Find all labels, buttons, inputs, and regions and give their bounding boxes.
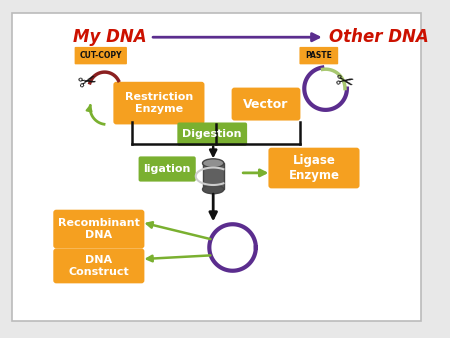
Text: Restriction
Enzyme: Restriction Enzyme [125, 92, 193, 114]
Text: Vector: Vector [243, 98, 288, 111]
Text: DNA
Construct: DNA Construct [68, 255, 129, 277]
Text: Digestion: Digestion [182, 129, 242, 139]
Text: ✂: ✂ [76, 71, 99, 95]
Text: ✂: ✂ [333, 71, 355, 94]
Text: CUT-COPY: CUT-COPY [80, 51, 122, 60]
FancyBboxPatch shape [113, 82, 204, 124]
FancyBboxPatch shape [269, 148, 360, 188]
FancyBboxPatch shape [75, 47, 127, 64]
Text: Ligase
Enzyme: Ligase Enzyme [288, 154, 339, 182]
FancyBboxPatch shape [232, 88, 301, 121]
Text: My DNA: My DNA [73, 28, 146, 46]
FancyBboxPatch shape [177, 122, 247, 146]
FancyBboxPatch shape [299, 47, 338, 64]
Ellipse shape [202, 159, 224, 168]
FancyBboxPatch shape [53, 210, 144, 248]
Text: Recombinant
DNA: Recombinant DNA [58, 218, 140, 240]
FancyBboxPatch shape [12, 13, 421, 321]
Bar [202, 163, 224, 189]
Text: PASTE: PASTE [306, 51, 332, 60]
FancyBboxPatch shape [139, 156, 196, 182]
Text: ligation: ligation [143, 164, 190, 174]
Text: Other DNA: Other DNA [329, 28, 429, 46]
FancyBboxPatch shape [53, 248, 144, 283]
Ellipse shape [202, 185, 224, 194]
